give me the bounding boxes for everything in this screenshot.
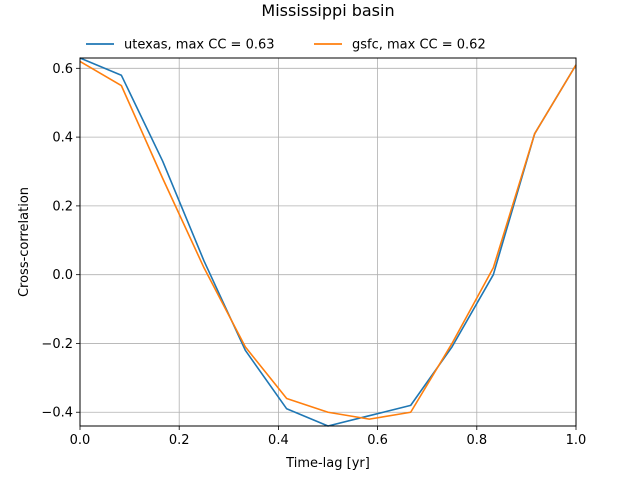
y-tick-label: 0.2 (52, 199, 73, 214)
x-tick-label: 0.4 (268, 433, 289, 448)
y-tick-label: −0.2 (41, 337, 73, 352)
x-tick-label: 0.6 (367, 433, 388, 448)
y-axis-title: Cross-correlation (17, 187, 32, 297)
grid (79, 58, 577, 426)
chart-title: Mississippi basin (261, 1, 394, 20)
y-tick-label: −0.4 (41, 406, 73, 421)
y-tick-label: 0.4 (52, 131, 73, 146)
series-layer (79, 57, 577, 427)
legend: utexas, max CC = 0.63 gsfc, max CC = 0.62 (86, 38, 486, 53)
y-tick-label: 0.0 (52, 268, 73, 283)
x-axis-title: Time-lag [yr] (285, 456, 370, 471)
series-line-gsfc (79, 60, 577, 420)
ticks: 0.0 0.2 0.4 0.6 0.8 1.0 −0.4 −0.2 0.0 0.2 0.4 0.6 (41, 62, 586, 448)
y-tick-label: 0.6 (52, 62, 73, 77)
legend-label: utexas, max CC = 0.63 (124, 38, 275, 53)
x-tick-label: 0.8 (466, 433, 487, 448)
legend-label: gsfc, max CC = 0.62 (352, 38, 486, 53)
plot-frame (79, 57, 577, 427)
x-tick-label: 0.0 (70, 433, 91, 448)
x-tick-label: 1.0 (566, 433, 587, 448)
x-tick-label: 0.2 (169, 433, 190, 448)
